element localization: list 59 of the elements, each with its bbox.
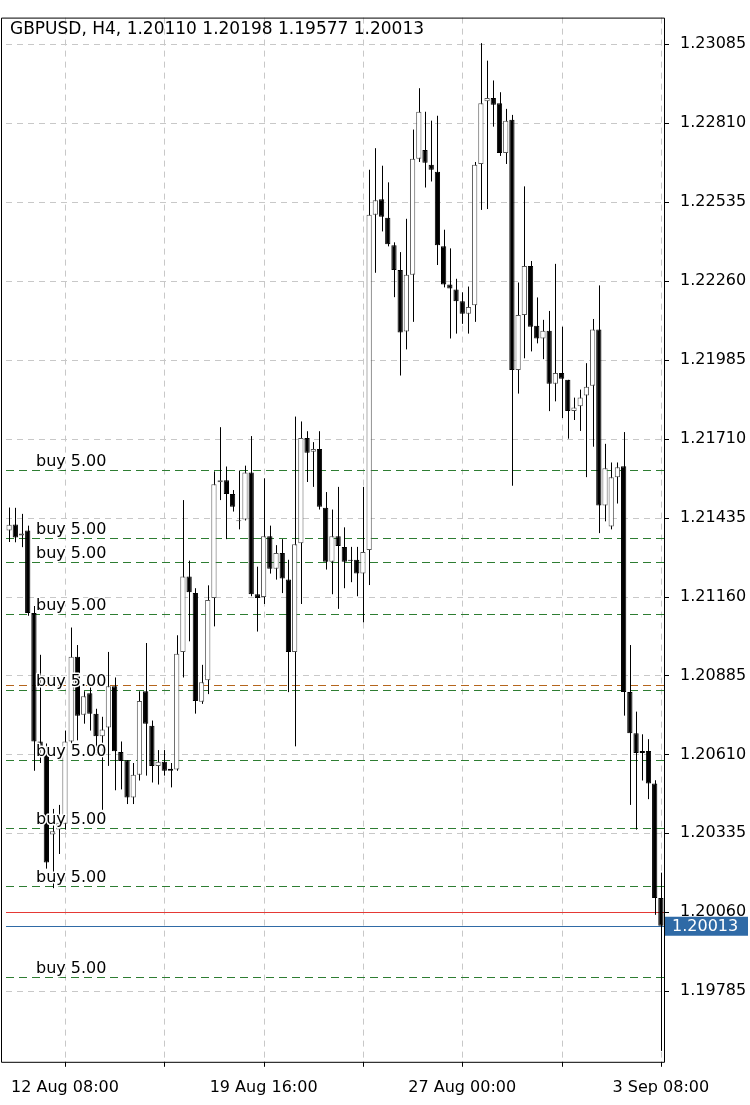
candlestick xyxy=(335,486,341,610)
candlestick xyxy=(633,711,639,831)
candlestick xyxy=(378,165,385,232)
ref-line-label: buy 5.00 xyxy=(36,450,107,470)
candlestick xyxy=(223,466,230,540)
x-tick-label: 12 Aug 08:00 xyxy=(11,1076,119,1096)
candlestick xyxy=(465,286,472,335)
candlestick xyxy=(459,291,465,325)
candlestick xyxy=(360,486,366,623)
y-tick-label: 1.21160 xyxy=(680,585,747,605)
y-tick-label: 1.23085 xyxy=(680,33,747,53)
candlestick xyxy=(583,362,590,478)
y-tick-label: 1.22535 xyxy=(680,191,747,211)
candlestick xyxy=(304,430,310,483)
y-tick-label: 1.20885 xyxy=(680,664,747,684)
candlestick xyxy=(428,120,434,182)
ref-line-label: buy 5.00 xyxy=(36,594,107,614)
y-tick-label: 1.20335 xyxy=(680,822,747,842)
y-tick-label: 1.22810 xyxy=(680,112,747,132)
candlestick xyxy=(558,326,565,419)
x-tick-label: 27 Aug 00:00 xyxy=(408,1076,517,1096)
candlestick xyxy=(540,319,546,360)
candlestick xyxy=(6,507,12,543)
y-tick-label: 1.21985 xyxy=(680,348,747,368)
y-tick-label: 1.21710 xyxy=(680,427,747,447)
candlestick xyxy=(118,740,124,790)
candlestick xyxy=(155,749,161,786)
candlestick xyxy=(279,538,285,594)
candlestick xyxy=(87,686,93,732)
chart-title: GBPUSD, H4, 1.20110 1.20198 1.19577 1.20013 xyxy=(10,17,425,38)
ref-line-label: buy 5.00 xyxy=(36,957,107,977)
candlestick xyxy=(161,749,167,777)
candlestick xyxy=(614,461,621,505)
candlestick xyxy=(372,147,378,274)
x-tick-label: 3 Sep 08:00 xyxy=(612,1076,710,1096)
candlestick xyxy=(254,566,261,633)
candlestick xyxy=(490,79,496,128)
candlestick xyxy=(12,507,18,543)
candlestick xyxy=(484,60,490,210)
candlestick xyxy=(273,544,279,581)
candlestick xyxy=(310,441,316,488)
candlestick xyxy=(571,397,577,421)
candlestick xyxy=(391,241,397,298)
y-tick-label: 1.20610 xyxy=(680,743,747,763)
candlestick xyxy=(341,526,347,589)
x-tick-label: 19 Aug 16:00 xyxy=(209,1076,318,1096)
candlestick xyxy=(229,489,236,513)
ref-line-label: 1.20013 xyxy=(672,915,739,935)
candlestick xyxy=(186,560,192,642)
candlestick xyxy=(330,509,334,595)
ref-line-label: buy 5.00 xyxy=(36,519,107,539)
candlestick xyxy=(422,111,428,189)
candlestick xyxy=(354,546,360,597)
y-tick-label: 1.21435 xyxy=(680,506,747,526)
candlestick xyxy=(453,278,459,335)
y-tick-label: 1.19785 xyxy=(680,980,747,1000)
ref-line-label: buy 5.00 xyxy=(36,542,107,562)
y-tick-label: 1.22260 xyxy=(680,269,747,289)
candlestick xyxy=(198,664,205,705)
